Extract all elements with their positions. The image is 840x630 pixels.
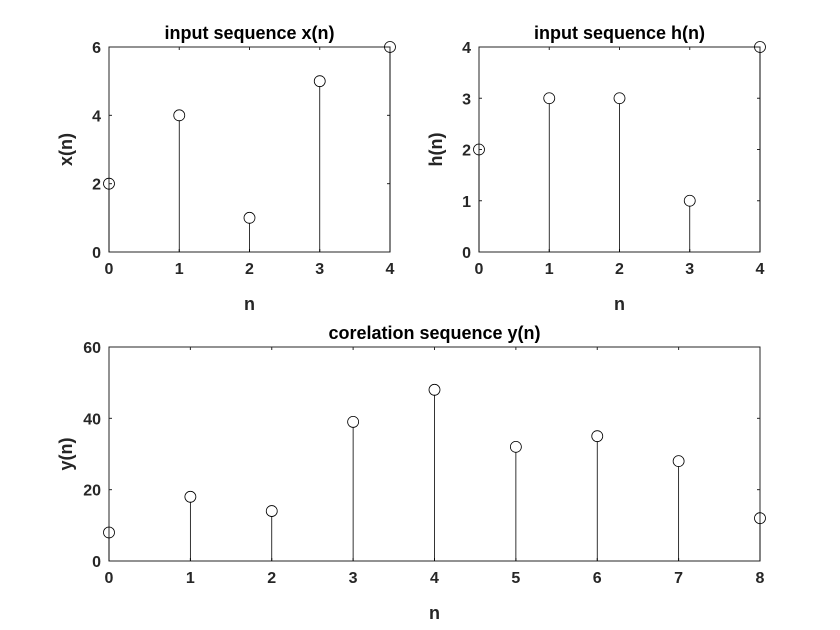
- y-tick-label: 2: [462, 143, 471, 160]
- y-axis-label: y(n): [56, 438, 76, 471]
- y-tick-label: 0: [92, 554, 101, 571]
- x-tick-label: 0: [105, 570, 114, 587]
- data-point: [683, 194, 696, 207]
- data-point: [754, 41, 766, 53]
- y-tick-label: 20: [83, 483, 101, 500]
- x-axis-label: n: [244, 294, 255, 314]
- chart-title: input sequence x(n): [164, 23, 334, 43]
- chart-title: input sequence h(n): [534, 23, 705, 43]
- data-point: [672, 455, 685, 468]
- x-tick-label: 5: [511, 570, 520, 587]
- data-point: [103, 526, 115, 539]
- x-tick-label: 0: [105, 261, 114, 278]
- x-axis-label: n: [614, 294, 625, 314]
- x-tick-label: 7: [674, 570, 683, 587]
- x-tick-label: 2: [245, 261, 254, 278]
- data-point: [509, 440, 522, 453]
- data-point: [428, 383, 441, 396]
- x-tick-label: 3: [349, 570, 358, 587]
- x-tick-label: 8: [756, 570, 765, 587]
- y-tick-label: 2: [92, 177, 101, 194]
- x-tick-label: 1: [175, 261, 184, 278]
- x-tick-label: 4: [386, 261, 395, 278]
- data-point: [103, 177, 115, 190]
- x-tick-label: 4: [756, 261, 765, 278]
- data-point: [347, 415, 360, 428]
- x-tick-label: 2: [615, 261, 624, 278]
- data-point: [384, 41, 396, 53]
- data-point: [243, 211, 256, 224]
- data-point: [543, 92, 556, 105]
- x-tick-label: 3: [315, 261, 324, 278]
- y-axis-label: h(n): [426, 133, 446, 167]
- data-point: [173, 109, 186, 122]
- y-tick-label: 0: [462, 245, 471, 262]
- x-tick-label: 0: [475, 261, 484, 278]
- data-point: [184, 490, 197, 503]
- y-tick-label: 4: [462, 40, 471, 57]
- y-tick-label: 3: [462, 91, 471, 108]
- y-tick-label: 40: [83, 411, 101, 428]
- subplot-input-h: 0 1 2 3 4 0 1 2 3 4 input sequence h(n) n h(n): [426, 23, 766, 314]
- y-axis-label: x(n): [56, 133, 76, 166]
- x-tick-label: 1: [186, 570, 195, 587]
- y-tick-label: 6: [92, 40, 101, 57]
- subplot-correlation-y: 0 1 2 3 4 5 6 7 8 0 20 40 60 corelation sequence y(n)…: [56, 323, 766, 623]
- y-tick-label: 1: [462, 194, 471, 211]
- data-point: [613, 92, 626, 105]
- subplot-input-x: 0 1 2 3 4 0 2 4 6 input sequence x(n) n x(n): [56, 23, 396, 314]
- y-tick-label: 0: [92, 245, 101, 262]
- plot-area: [108, 46, 391, 253]
- x-tick-label: 2: [267, 570, 276, 587]
- x-tick-label: 3: [685, 261, 694, 278]
- x-tick-label: 4: [430, 570, 439, 587]
- y-tick-label: 60: [83, 340, 101, 357]
- data-point: [313, 75, 326, 88]
- y-tick-label: 4: [92, 108, 101, 125]
- x-axis-label: n: [429, 603, 440, 623]
- data-point: [473, 143, 485, 156]
- x-tick-label: 6: [593, 570, 602, 587]
- x-tick-label: 1: [545, 261, 554, 278]
- data-point: [591, 430, 604, 443]
- chart-title: corelation sequence y(n): [328, 323, 540, 343]
- data-point: [265, 505, 278, 517]
- data-point: [754, 512, 766, 525]
